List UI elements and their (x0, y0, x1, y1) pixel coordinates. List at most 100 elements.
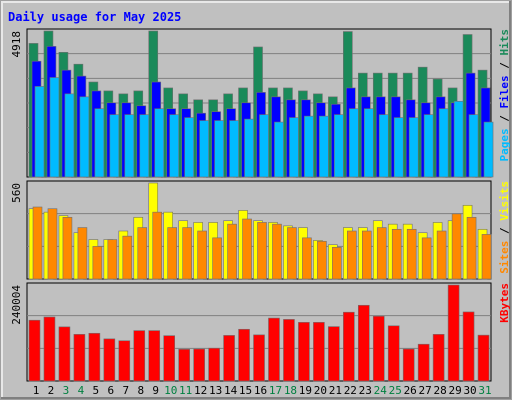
x-tick-label-day-27: 27 (419, 384, 432, 397)
bar-sites-day-26 (406, 228, 417, 280)
bar-pages-day-20 (319, 115, 329, 178)
bar-pages-day-13 (214, 120, 224, 178)
bar-pages-day-12 (199, 120, 209, 178)
bar-kbytes-day-29 (447, 284, 460, 382)
bar-sites-day-31 (481, 234, 492, 280)
legend-hits: Hits (498, 29, 511, 56)
bar-pages-day-25 (393, 117, 404, 178)
x-tick-label-day-10: 10 (164, 384, 177, 397)
legend-kbytes: KBytes (498, 283, 511, 323)
bar-kbytes-day-26 (402, 348, 415, 382)
series-kbytes (28, 284, 490, 382)
bar-pages-day-17 (274, 121, 284, 178)
bar-pages-day-2 (49, 77, 60, 178)
bar-kbytes-day-5 (88, 332, 101, 382)
x-tick-label-day-17: 17 (269, 384, 282, 397)
x-tick-label-day-30: 30 (463, 384, 476, 397)
legend-separator: / (498, 109, 511, 129)
bar-sites-day-28 (436, 230, 447, 280)
bar-pages-day-4 (79, 96, 90, 178)
bar-pages-day-26 (408, 117, 419, 178)
legend-hits-files-pages: Pages / Files / Hits (498, 29, 511, 162)
bar-pages-day-27 (423, 114, 434, 178)
bar-sites-day-22 (347, 230, 357, 280)
legend-separator: / (498, 56, 511, 76)
x-tick-label-day-8: 8 (137, 384, 144, 397)
bar-kbytes-day-28 (432, 334, 445, 382)
bar-pages-day-5 (94, 108, 105, 178)
x-tick-label-day-1: 1 (33, 384, 40, 397)
x-tick-label-day-29: 29 (448, 384, 461, 397)
bar-sites-day-14 (227, 223, 237, 280)
x-tick-label-day-23: 23 (359, 384, 372, 397)
bar-sites-day-24 (376, 227, 387, 280)
bar-pages-day-9 (154, 108, 165, 178)
panel-visits-sites: 560 Sites / Visits (10, 180, 511, 280)
series-pages (34, 77, 494, 178)
bar-sites-day-27 (421, 237, 432, 280)
x-tick-label-day-5: 5 (93, 384, 100, 397)
x-tick-label-day-25: 25 (389, 384, 402, 397)
bar-pages-day-28 (438, 108, 449, 178)
bar-kbytes-day-9 (148, 330, 161, 382)
bar-pages-day-19 (304, 115, 314, 178)
bar-kbytes-day-3 (58, 326, 71, 382)
bar-kbytes-day-27 (417, 343, 430, 382)
legend-pages: Pages (498, 128, 511, 161)
bar-sites-day-5 (92, 246, 103, 280)
bar-sites-day-16 (257, 222, 267, 280)
x-tick-label-day-22: 22 (344, 384, 357, 397)
bar-kbytes-day-21 (328, 326, 340, 382)
bar-pages-day-11 (184, 117, 194, 178)
bar-kbytes-day-14 (223, 335, 235, 382)
bar-kbytes-day-10 (163, 335, 176, 382)
bar-sites-day-13 (212, 237, 222, 280)
bar-sites-day-6 (107, 239, 118, 280)
bar-sites-day-4 (77, 227, 88, 280)
x-tick-label-day-19: 19 (299, 384, 312, 397)
x-tick-label-day-6: 6 (108, 384, 115, 397)
bar-sites-day-8 (137, 227, 148, 280)
bar-sites-day-7 (122, 235, 133, 280)
chart-title: Daily usage for May 2025 (8, 10, 181, 24)
bar-sites-day-15 (242, 218, 252, 280)
x-tick-label-day-9: 9 (152, 384, 159, 397)
x-tick-label-day-16: 16 (254, 384, 267, 397)
bar-kbytes-day-18 (283, 319, 295, 382)
x-tick-label-day-15: 15 (239, 384, 252, 397)
bar-pages-day-29 (453, 100, 464, 178)
bar-sites-day-23 (361, 230, 372, 280)
legend-kbytes: KBytes (498, 283, 511, 323)
panel-kbytes: 240004 KBytes (10, 282, 511, 382)
bar-kbytes-day-7 (118, 340, 131, 382)
bar-pages-day-18 (289, 117, 299, 178)
bar-sites-day-2 (47, 208, 58, 280)
bar-pages-day-31 (483, 121, 494, 178)
bar-kbytes-day-11 (178, 348, 190, 382)
x-tick-label-day-28: 28 (434, 384, 447, 397)
bar-kbytes-day-1 (28, 319, 41, 382)
bar-kbytes-day-23 (357, 304, 370, 382)
bar-kbytes-day-2 (43, 316, 56, 382)
legend-visits: Visits (498, 181, 511, 221)
bar-sites-day-10 (167, 227, 178, 280)
bar-kbytes-day-25 (387, 325, 400, 382)
bar-sites-day-29 (451, 213, 462, 280)
bar-sites-day-21 (332, 246, 342, 280)
bar-kbytes-day-20 (313, 322, 325, 382)
bar-kbytes-day-12 (193, 348, 205, 382)
bar-kbytes-day-16 (253, 334, 265, 382)
bar-pages-day-22 (349, 108, 359, 178)
bar-pages-day-10 (169, 114, 180, 178)
bar-sites-day-19 (302, 237, 312, 280)
bar-pages-day-14 (229, 120, 239, 178)
legend-visits-sites: Sites / Visits (498, 181, 511, 274)
legend-files: Files (498, 75, 511, 108)
y-max-label: 240004 (10, 285, 23, 325)
x-tick-label-day-2: 2 (48, 384, 55, 397)
legend-separator: / (498, 221, 511, 241)
bar-sites-day-1 (32, 206, 43, 280)
x-tick-label-day-12: 12 (194, 384, 207, 397)
